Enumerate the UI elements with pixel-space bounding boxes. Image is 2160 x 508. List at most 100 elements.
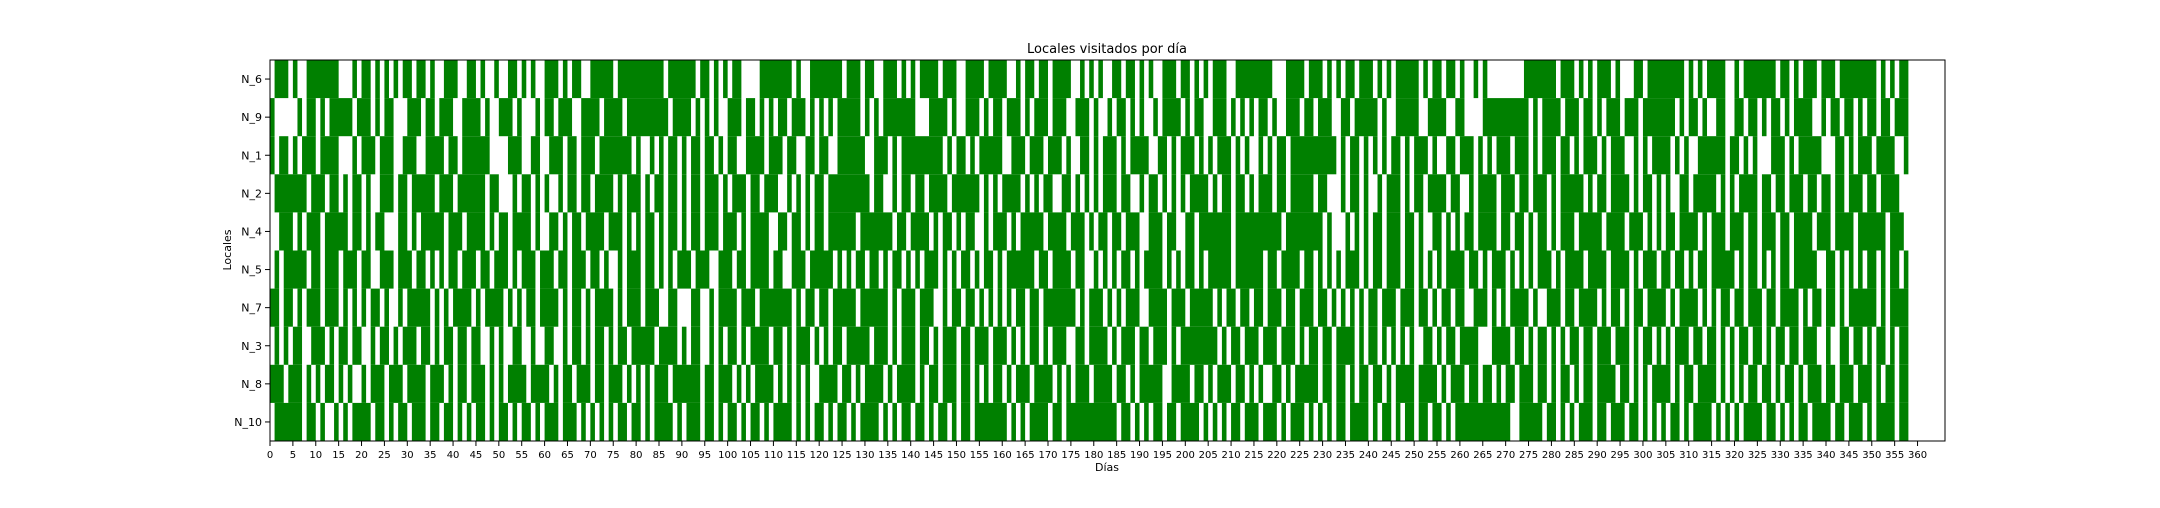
visit-cell — [727, 402, 737, 441]
visit-cell — [1052, 98, 1067, 137]
visit-cell — [544, 402, 559, 441]
visit-cell — [1569, 326, 1579, 365]
visit-cell — [1189, 174, 1209, 213]
visit-cell — [1844, 98, 1854, 137]
visit-cell — [942, 326, 957, 365]
visit-cell — [1610, 402, 1625, 441]
visit-cell — [814, 174, 824, 213]
visit-cell — [1501, 288, 1506, 327]
visit-cell — [1578, 402, 1593, 441]
visit-cell — [1588, 60, 1593, 99]
visit-cell — [961, 250, 971, 289]
visit-cell — [718, 364, 733, 403]
y-tick-label: N_8 — [241, 378, 262, 391]
visit-cell — [942, 364, 957, 403]
visit-cell — [306, 402, 316, 441]
visit-cell — [864, 60, 875, 99]
y-tick-label: N_4 — [241, 225, 262, 238]
visit-cell — [1263, 326, 1277, 365]
visit-cell — [466, 60, 476, 99]
visit-cell — [1267, 136, 1273, 175]
visit-cell — [1011, 402, 1016, 441]
x-tick-label: 205 — [1199, 450, 1218, 461]
visit-cell — [654, 402, 673, 441]
visit-cell — [1510, 250, 1515, 289]
visit-cell — [1858, 364, 1872, 403]
visit-cell — [521, 174, 531, 213]
visit-cell — [1505, 364, 1515, 403]
visit-cell — [1318, 250, 1323, 289]
visit-cell — [1450, 364, 1465, 403]
visit-cell — [1382, 288, 1396, 327]
visit-cell — [274, 174, 307, 213]
visit-cell — [1070, 212, 1085, 251]
visit-cell — [1327, 250, 1332, 289]
visit-cell — [723, 174, 728, 213]
visit-cell — [1693, 402, 1712, 441]
visit-cell — [1098, 60, 1103, 99]
visit-cell — [1597, 326, 1611, 365]
visit-cell — [1793, 60, 1799, 99]
visit-cell — [691, 174, 701, 213]
visit-cell — [1514, 326, 1524, 365]
x-tick-label: 135 — [878, 450, 897, 461]
visit-cell — [993, 364, 1003, 403]
visit-cell — [1729, 136, 1740, 175]
visit-cell — [791, 98, 806, 137]
visit-cell — [1299, 326, 1305, 365]
visit-cell — [1519, 250, 1524, 289]
visit-cell — [896, 364, 916, 403]
visit-cell — [1372, 250, 1383, 289]
visit-cell — [540, 288, 559, 327]
y-tick-label: N_3 — [241, 340, 262, 353]
visit-cell — [1487, 136, 1492, 175]
visit-cell — [1478, 136, 1483, 175]
visit-cell — [1821, 98, 1827, 137]
visit-cell — [521, 402, 531, 441]
visit-cell — [1052, 250, 1071, 289]
visit-cell — [814, 402, 824, 441]
visit-cell — [1597, 98, 1602, 137]
visit-cell — [883, 60, 897, 99]
visit-cell — [1720, 174, 1726, 213]
visit-cell — [631, 326, 655, 365]
visit-cell — [951, 250, 957, 289]
visit-cell — [1308, 326, 1319, 365]
visit-cell — [324, 250, 339, 289]
visit-cell — [1166, 402, 1177, 441]
visit-cell — [1555, 250, 1561, 289]
visit-cell — [1272, 98, 1277, 137]
visit-cell — [832, 326, 843, 365]
visit-cell — [828, 402, 833, 441]
visit-cell — [1258, 136, 1264, 175]
visit-cell — [1029, 288, 1039, 327]
visit-cell — [654, 364, 669, 403]
visit-cell — [585, 326, 591, 365]
visit-cell — [1194, 98, 1204, 137]
visit-cell — [434, 326, 440, 365]
visit-cell — [965, 98, 980, 137]
visit-cell — [425, 98, 435, 137]
visit-cell — [1148, 60, 1154, 99]
visit-cell — [1340, 98, 1351, 137]
visit-cell — [773, 250, 783, 289]
visit-cell — [297, 212, 303, 251]
visit-cell — [361, 364, 367, 403]
visit-cell — [544, 60, 559, 99]
visit-cell — [919, 288, 934, 327]
visit-cell — [1642, 402, 1648, 441]
visit-cell — [864, 364, 884, 403]
visit-cell — [1226, 288, 1236, 327]
visit-cell — [1253, 288, 1264, 327]
visit-cell — [1221, 326, 1227, 365]
visit-cell — [691, 326, 701, 365]
visit-cell — [819, 288, 829, 327]
visit-cell — [1285, 60, 1305, 99]
visit-cell — [1459, 326, 1479, 365]
visit-cell — [1867, 98, 1877, 137]
visit-cell — [1029, 136, 1044, 175]
visit-cell — [777, 98, 788, 137]
visit-cell — [475, 288, 481, 327]
visit-cell — [1377, 174, 1383, 213]
visit-cell — [1350, 174, 1360, 213]
